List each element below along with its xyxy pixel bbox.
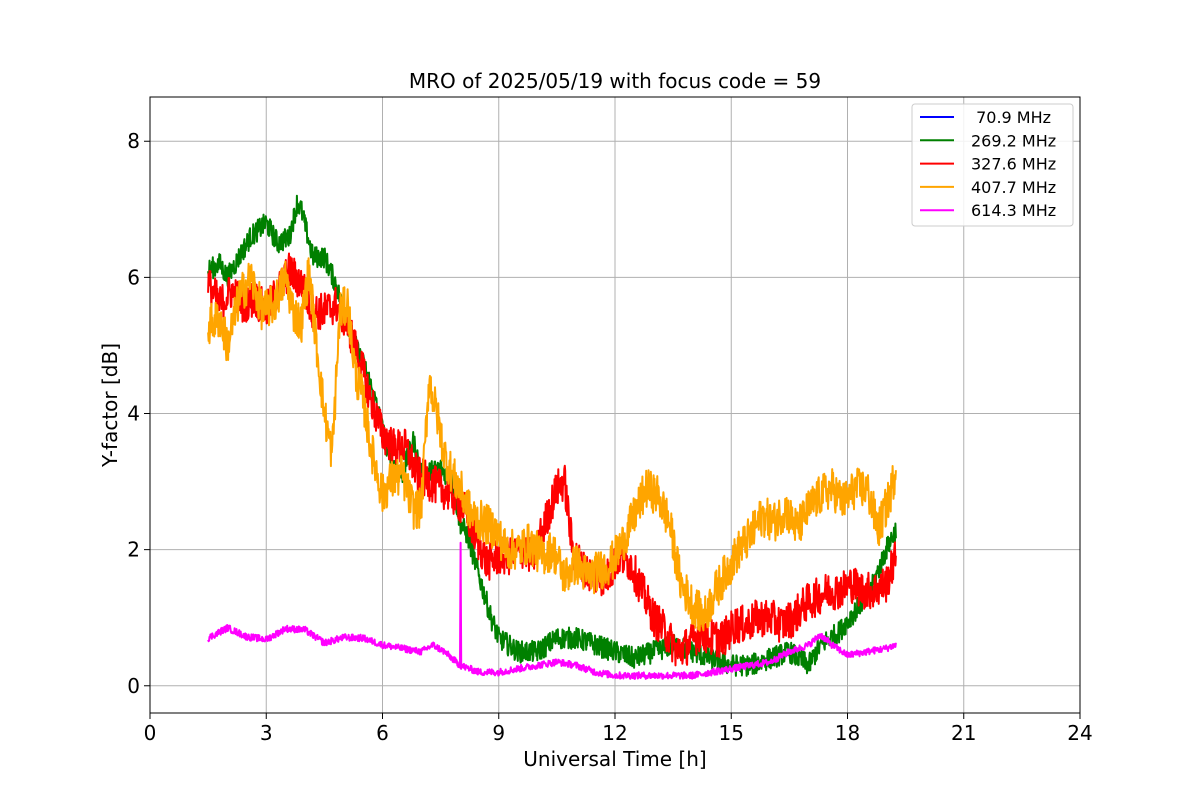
x-tick-label: 9: [492, 721, 505, 745]
x-tick-label: 15: [719, 721, 744, 745]
legend-label: 70.9 MHz: [971, 108, 1051, 127]
x-tick-label: 12: [602, 721, 627, 745]
y-tick-label: 4: [127, 402, 140, 426]
legend: 70.9 MHz 269.2 MHz 327.6 MHz 407.7 MHz 614.3…: [911, 103, 1074, 227]
x-tick-label: 3: [260, 721, 273, 745]
series-layer: [207, 194, 897, 680]
x-tick-label: 18: [835, 721, 860, 745]
x-tick-label: 6: [376, 721, 389, 745]
y-tick-label: 0: [127, 674, 140, 698]
y-tick-label: 6: [127, 265, 140, 289]
y-tick-label: 8: [127, 129, 140, 153]
legend-label: 269.2 MHz: [971, 131, 1056, 150]
x-tick-label: 21: [951, 721, 976, 745]
legend-box: [911, 103, 1074, 227]
series-line: [207, 257, 897, 632]
series-line: [207, 541, 897, 680]
series-line: [207, 252, 897, 667]
series-line: [207, 194, 897, 677]
legend-label: 327.6 MHz: [971, 155, 1056, 174]
legend-label: 407.7 MHz: [971, 178, 1056, 197]
legend-label: 614.3 MHz: [971, 201, 1056, 220]
chart-title: MRO of 2025/05/19 with focus code = 59: [409, 69, 821, 93]
y-tick-label: 2: [127, 538, 140, 562]
x-tick-label: 0: [144, 721, 157, 745]
y-axis-label: Y-factor [dB]: [98, 343, 122, 468]
x-axis-label: Universal Time [h]: [523, 747, 706, 771]
x-tick-label: 24: [1067, 721, 1092, 745]
